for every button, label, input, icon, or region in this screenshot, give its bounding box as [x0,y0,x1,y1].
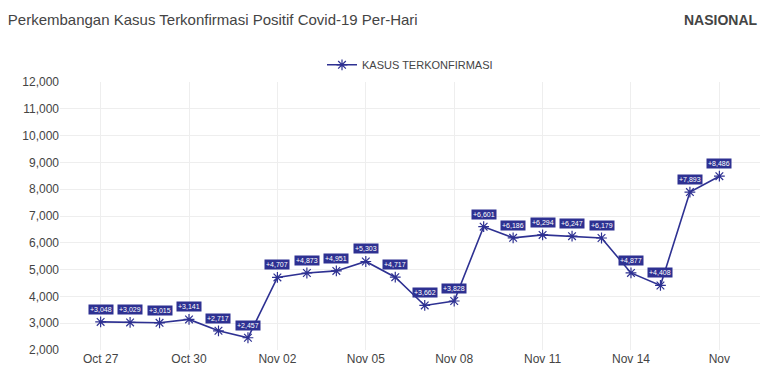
svg-text:+4,717: +4,717 [384,261,406,268]
svg-text:+4,877: +4,877 [620,257,642,264]
svg-text:+6,247: +6,247 [561,220,583,227]
svg-text:12,000: 12,000 [22,75,59,89]
svg-text:+4,408: +4,408 [649,269,671,276]
svg-text:+3,828: +3,828 [443,285,465,292]
svg-text:Nov 05: Nov 05 [347,352,385,366]
svg-text:+6,186: +6,186 [502,222,524,229]
svg-text:9,000: 9,000 [29,156,59,170]
svg-text:Nov 08: Nov 08 [435,352,473,366]
svg-text:Oct 27: Oct 27 [83,352,119,366]
svg-text:Nov 14: Nov 14 [612,352,650,366]
svg-text:+4,951: +4,951 [325,255,347,262]
svg-text:+3,662: +3,662 [414,289,436,296]
svg-text:Nov 11: Nov 11 [524,352,561,366]
svg-text:6,000: 6,000 [29,236,59,250]
svg-text:10,000: 10,000 [22,129,59,143]
svg-text:+2,717: +2,717 [207,315,229,322]
svg-text:Nov: Nov [709,352,730,366]
svg-text:KASUS TERKONFIRMASI: KASUS TERKONFIRMASI [362,59,493,71]
svg-text:+3,029: +3,029 [119,306,141,313]
svg-text:4,000: 4,000 [29,290,59,304]
svg-text:+8,486: +8,486 [708,160,730,167]
svg-text:Nov 02: Nov 02 [258,352,296,366]
svg-text:+6,179: +6,179 [591,222,613,229]
svg-text:Oct 30: Oct 30 [171,352,207,366]
svg-text:+4,707: +4,707 [266,261,288,268]
svg-text:2,000: 2,000 [29,343,59,357]
svg-text:+3,141: +3,141 [178,303,200,310]
svg-text:8,000: 8,000 [29,182,59,196]
svg-text:+7,893: +7,893 [679,176,701,183]
svg-text:+3,048: +3,048 [90,306,112,313]
svg-text:+4,873: +4,873 [296,257,318,264]
svg-text:+2,457: +2,457 [237,322,259,329]
svg-text:NASIONAL: NASIONAL [684,12,758,28]
svg-text:+5,303: +5,303 [355,245,377,252]
svg-text:+3,015: +3,015 [149,307,171,314]
svg-text:5,000: 5,000 [29,263,59,277]
svg-text:3,000: 3,000 [29,316,59,330]
svg-text:+6,601: +6,601 [473,211,495,218]
svg-text:Perkembangan Kasus Terkonfirma: Perkembangan Kasus Terkonfirmasi Positif… [8,11,418,28]
svg-text:7,000: 7,000 [29,209,59,223]
svg-text:+6,294: +6,294 [532,219,554,226]
svg-text:11,000: 11,000 [23,102,59,116]
